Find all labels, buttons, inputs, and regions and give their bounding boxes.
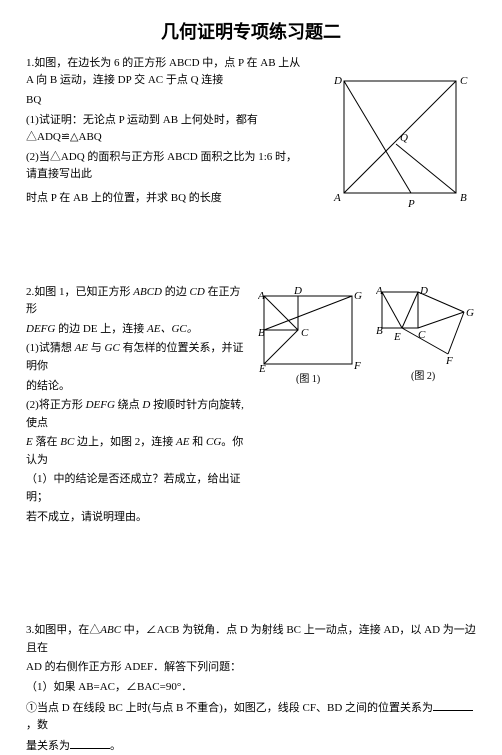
- svg-text:P: P: [407, 198, 415, 209]
- p2-line4: 的结论。: [26, 378, 251, 396]
- text: ABC: [100, 624, 121, 636]
- problem-2: 2.如图 1，已知正方形 ABCD 的边 CD 在正方形 DEFG 的边 DE …: [26, 284, 476, 527]
- p2-figure1: D A B C G F E (图 1): [258, 284, 368, 384]
- text: AE: [75, 342, 88, 354]
- p1-figure: D C A B P Q: [326, 69, 476, 209]
- svg-text:A: A: [258, 290, 265, 302]
- text: AE: [176, 436, 189, 448]
- fig2-label: (图 2): [411, 370, 435, 382]
- p1-line5: 时点 P 在 AB 上的位置，并求 BQ 的长度: [26, 190, 306, 208]
- fig1-label: (图 1): [296, 373, 320, 384]
- text: 边上，如图 2，连接: [74, 436, 176, 448]
- p2-line3: (1)试猜想 AE 与 GC 有怎样的位置关系，并证明你: [26, 340, 251, 375]
- text: 落在: [33, 436, 61, 448]
- text: (1)试猜想: [26, 342, 75, 354]
- svg-text:G: G: [466, 307, 474, 319]
- svg-text:B: B: [460, 192, 467, 204]
- svg-text:B: B: [376, 325, 383, 337]
- blank-2: [70, 737, 110, 749]
- page-title: 几何证明专项练习题二: [26, 18, 476, 47]
- svg-text:C: C: [460, 75, 468, 87]
- p2-line1: 2.如图 1，已知正方形 ABCD 的边 CD 在正方形: [26, 284, 251, 319]
- svg-text:D: D: [419, 285, 428, 297]
- svg-text:G: G: [354, 290, 362, 302]
- p3-line3: （1）如果 AB=AC，∠BAC=90°．: [26, 679, 476, 697]
- text: ，数: [26, 719, 48, 731]
- p1-line4: (2)当△ADQ 的面积与正方形 ABCD 面积之比为 1:6 时，请直接写出此: [26, 149, 306, 184]
- text: CD: [189, 286, 204, 298]
- problem-3: 3.如图甲，在△ABC 中，∠ACB 为锐角．点 D 为射线 BC 上一动点，连…: [26, 622, 476, 755]
- p2-line7: （1）中的结论是否还成立？若成立，给出证明；: [26, 471, 251, 506]
- text: 。: [110, 740, 121, 752]
- text: E: [26, 436, 33, 448]
- text: DEFG: [26, 323, 58, 335]
- svg-text:E: E: [258, 363, 266, 375]
- text: AE、GC。: [147, 323, 198, 335]
- p3-line5: 量关系为 。: [26, 737, 476, 755]
- text: CG: [206, 436, 221, 448]
- p1-line2: BQ: [26, 92, 306, 110]
- text: (2)将正方形: [26, 399, 86, 411]
- text: GC: [105, 342, 120, 354]
- svg-text:B: B: [258, 327, 265, 339]
- p1-line3: (1)试证明：无论点 P 运动到 AB 上何处时，都有△ADQ≌△ABQ: [26, 112, 306, 147]
- svg-text:A: A: [376, 285, 383, 297]
- svg-text:F: F: [353, 360, 361, 372]
- text: ABCD: [133, 286, 162, 298]
- text: 量关系为: [26, 740, 70, 752]
- svg-text:C: C: [301, 327, 309, 339]
- text: 3.如图甲，在△: [26, 624, 100, 636]
- p3-line2: AD 的右侧作正方形 ADEF．解答下列问题：: [26, 659, 476, 677]
- problem-1: 1.如图，在边长为 6 的正方形 ABCD 中，点 P 在 AB 上从 A 向 …: [26, 55, 476, 208]
- p3-line1: 3.如图甲，在△ABC 中，∠ACB 为锐角．点 D 为射线 BC 上一动点，连…: [26, 622, 476, 657]
- svg-text:D: D: [333, 75, 342, 87]
- p2-line5: (2)将正方形 DEFG 绕点 D 按顺时针方向旋转,使点: [26, 397, 251, 432]
- text: 和: [190, 436, 207, 448]
- text: 2.如图 1，已知正方形: [26, 286, 133, 298]
- p1-line1: 1.如图，在边长为 6 的正方形 ABCD 中，点 P 在 AB 上从 A 向 …: [26, 55, 306, 90]
- p2-line2: DEFG 的边 DE 上，连接 AE、GC。: [26, 321, 251, 339]
- svg-text:F: F: [445, 355, 453, 367]
- p2-figure2: A D B C E G F (图 2): [376, 284, 476, 384]
- text: DEFG: [86, 399, 115, 411]
- p3-line4: ①当点 D 在线段 BC 上时(与点 B 不重合)，如图乙，线段 CF、BD 之…: [26, 699, 476, 735]
- svg-text:A: A: [333, 192, 341, 204]
- text: 与: [88, 342, 105, 354]
- svg-text:D: D: [293, 285, 302, 297]
- text: 的边 DE 上，连接: [58, 323, 147, 335]
- p2-line8: 若不成立，请说明理由。: [26, 509, 251, 527]
- text: BC: [60, 436, 74, 448]
- p2-line6: E 落在 BC 边上，如图 2，连接 AE 和 CG。你认为: [26, 434, 251, 469]
- svg-text:Q: Q: [400, 132, 408, 144]
- svg-text:C: C: [418, 329, 426, 341]
- text: 绕点: [115, 399, 143, 411]
- text: 的边: [162, 286, 190, 298]
- blank-1: [433, 699, 473, 711]
- svg-text:E: E: [393, 331, 401, 343]
